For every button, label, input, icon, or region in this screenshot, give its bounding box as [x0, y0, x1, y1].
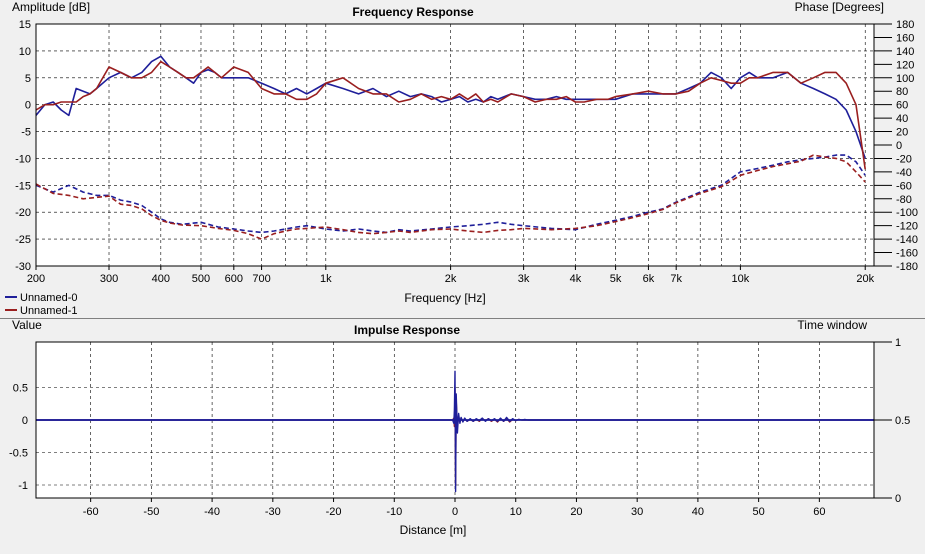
phase-axis-label: Phase [Degrees]	[795, 0, 884, 14]
phase-tick-label: -20	[896, 153, 912, 165]
phase-tick-label: -140	[896, 234, 918, 246]
amplitude-tick-label: -20	[15, 207, 31, 219]
distance-tick-label: 20	[570, 506, 582, 518]
value-tick-label: 0	[22, 415, 28, 427]
frequency-tick-label: 5k	[610, 273, 622, 285]
frequency-tick-label: 20k	[856, 273, 874, 285]
time-window-tick-label: 1	[895, 337, 901, 349]
amplitude-tick-label: 5	[25, 73, 31, 85]
frequency-plot-area[interactable]	[36, 24, 874, 266]
frequency-series-line-3	[35, 154, 866, 240]
amplitude-tick-label: -5	[21, 127, 31, 139]
impulse-response-panel: Value Impulse Response Time window -60 -5…	[9, 318, 910, 537]
distance-tick-label: 10	[510, 506, 522, 518]
distance-tick-label: -40	[204, 506, 220, 518]
impulse-axis-ticks: -60 -50 -40 -30 -20 -10 0 10 20 30 40 50 600.50-0.5-…	[9, 337, 910, 518]
amplitude-tick-label: -30	[15, 261, 31, 273]
value-axis-label: Value	[12, 318, 42, 332]
value-tick-label: -0.5	[9, 448, 28, 460]
phase-tick-label: 120	[896, 59, 914, 71]
frequency-tick-label: 7k	[670, 273, 682, 285]
distance-tick-label: 40	[692, 506, 704, 518]
frequency-series-line-0	[35, 55, 866, 159]
frequency-series	[35, 55, 866, 240]
time-window-tick-label: 0	[895, 493, 901, 505]
frequency-tick-label: 400	[152, 273, 170, 285]
legend-label-0: Unnamed-0	[20, 292, 77, 304]
distance-tick-label: 0	[452, 506, 458, 518]
amplitude-tick-label: 10	[19, 46, 31, 58]
amplitude-tick-label: 0	[25, 100, 31, 112]
frequency-response-title: Frequency Response	[352, 5, 474, 19]
phase-tick-label: 0	[896, 140, 902, 152]
phase-tick-label: 180	[896, 19, 914, 31]
amplitude-tick-label: -25	[15, 234, 31, 246]
distance-tick-label: 30	[631, 506, 643, 518]
phase-tick-label: 60	[896, 100, 908, 112]
distance-axis-title: Distance [m]	[400, 523, 467, 537]
frequency-axis-title: Frequency [Hz]	[404, 291, 485, 305]
value-tick-label: -1	[18, 480, 28, 492]
phase-tick-label: -80	[896, 194, 912, 206]
frequency-tick-label: 500	[192, 273, 210, 285]
frequency-tick-label: 700	[252, 273, 270, 285]
phase-tick-label: 140	[896, 46, 914, 58]
legend-label-1: Unnamed-1	[20, 305, 77, 317]
phase-tick-label: -120	[896, 221, 918, 233]
phase-tick-label: -60	[896, 180, 912, 192]
frequency-tick-label: 6k	[643, 273, 655, 285]
impulse-series	[36, 370, 874, 493]
frequency-response-panel: Amplitude [dB] Frequency Response Phase …	[5, 0, 919, 317]
frequency-tick-label: 3k	[518, 273, 530, 285]
phase-tick-label: -180	[896, 261, 918, 273]
distance-tick-label: -20	[326, 506, 342, 518]
frequency-tick-label: 2k	[445, 273, 457, 285]
distance-tick-label: -10	[386, 506, 402, 518]
distance-tick-label: -30	[265, 506, 281, 518]
frequency-tick-label: 1k	[320, 273, 332, 285]
phase-tick-label: 20	[896, 127, 908, 139]
phase-tick-label: 40	[896, 113, 908, 125]
phase-tick-label: 80	[896, 86, 908, 98]
frequency-series-line-1	[35, 60, 866, 170]
amplitude-tick-label: 15	[19, 19, 31, 31]
time-window-tick-label: 0.5	[895, 415, 910, 427]
legend: Unnamed-0 Unnamed-1	[5, 292, 77, 317]
phase-tick-label: -160	[896, 248, 918, 260]
impulse-response-title: Impulse Response	[354, 323, 460, 337]
frequency-tick-label: 200	[27, 273, 45, 285]
legend-item-0[interactable]: Unnamed-0	[5, 292, 77, 304]
frequency-tick-label: 300	[100, 273, 118, 285]
distance-tick-label: -60	[83, 506, 99, 518]
amplitude-axis-label: Amplitude [dB]	[12, 0, 90, 14]
legend-item-1[interactable]: Unnamed-1	[5, 305, 77, 317]
distance-tick-label: -50	[143, 506, 159, 518]
frequency-series-line-2	[35, 154, 866, 234]
distance-tick-label: 60	[813, 506, 825, 518]
impulse-plot-frame	[35, 341, 875, 499]
phase-tick-label: 160	[896, 32, 914, 44]
distance-tick-label: 50	[752, 506, 764, 518]
phase-tick-label: -100	[896, 207, 918, 219]
frequency-tick-label: 4k	[570, 273, 582, 285]
amplitude-tick-label: -15	[15, 180, 31, 192]
phase-tick-label: -40	[896, 167, 912, 179]
frequency-tick-label: 10k	[732, 273, 750, 285]
phase-tick-label: 100	[896, 73, 914, 85]
amplitude-tick-label: -10	[15, 153, 31, 165]
frequency-plot-frame	[35, 23, 875, 267]
value-tick-label: 0.5	[13, 383, 28, 395]
frequency-tick-label: 600	[225, 273, 243, 285]
time-window-axis-label: Time window	[797, 318, 867, 332]
